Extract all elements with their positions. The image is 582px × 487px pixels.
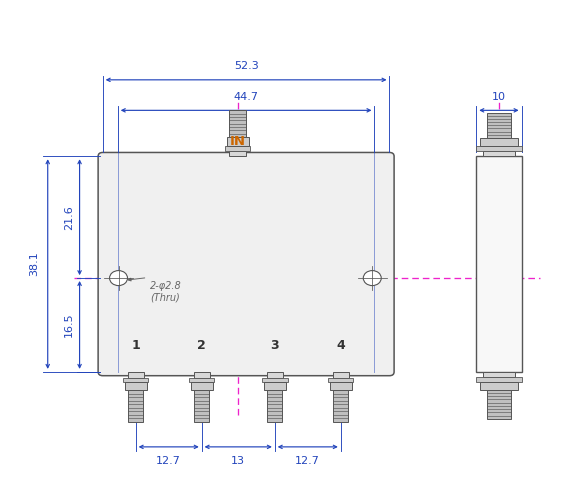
Text: 38.1: 38.1 (30, 252, 40, 277)
Bar (226, 137, 249, 146)
Circle shape (109, 271, 127, 285)
Text: 12.7: 12.7 (156, 456, 181, 466)
Bar (333, 372, 349, 377)
Text: IN: IN (229, 134, 246, 148)
Bar (480, 138, 518, 146)
Text: 10: 10 (492, 92, 506, 102)
Bar (476, 377, 521, 382)
Bar (483, 151, 514, 156)
Bar (127, 372, 144, 377)
Bar (264, 382, 286, 390)
Text: 13: 13 (231, 456, 245, 466)
Text: 12.7: 12.7 (295, 456, 320, 466)
Text: 52.3: 52.3 (234, 61, 258, 71)
Bar (483, 372, 514, 377)
Text: 16.5: 16.5 (64, 313, 74, 337)
Bar (262, 377, 288, 382)
FancyBboxPatch shape (98, 152, 394, 375)
Bar (476, 156, 521, 372)
Bar (123, 377, 148, 382)
Bar (487, 390, 512, 419)
Bar (333, 390, 348, 422)
Bar (229, 150, 246, 156)
Text: 4: 4 (336, 338, 345, 352)
Bar (125, 382, 147, 390)
Bar (189, 377, 214, 382)
Bar (487, 113, 512, 138)
Bar (194, 390, 209, 422)
Circle shape (363, 271, 381, 285)
Text: 21.6: 21.6 (64, 205, 74, 229)
Text: 44.7: 44.7 (233, 92, 258, 102)
Text: 3: 3 (271, 338, 279, 352)
Bar (191, 382, 212, 390)
Bar (267, 372, 283, 377)
Bar (476, 146, 521, 151)
Bar (480, 382, 518, 390)
Bar (194, 372, 210, 377)
Bar (328, 377, 353, 382)
Bar (267, 390, 282, 422)
Bar (330, 382, 352, 390)
Text: 1: 1 (132, 338, 140, 352)
Text: 2: 2 (197, 338, 206, 352)
Text: 2-φ2.8
(Thru): 2-φ2.8 (Thru) (150, 281, 182, 302)
Bar (225, 146, 250, 150)
Bar (128, 390, 143, 422)
Bar (229, 111, 246, 137)
